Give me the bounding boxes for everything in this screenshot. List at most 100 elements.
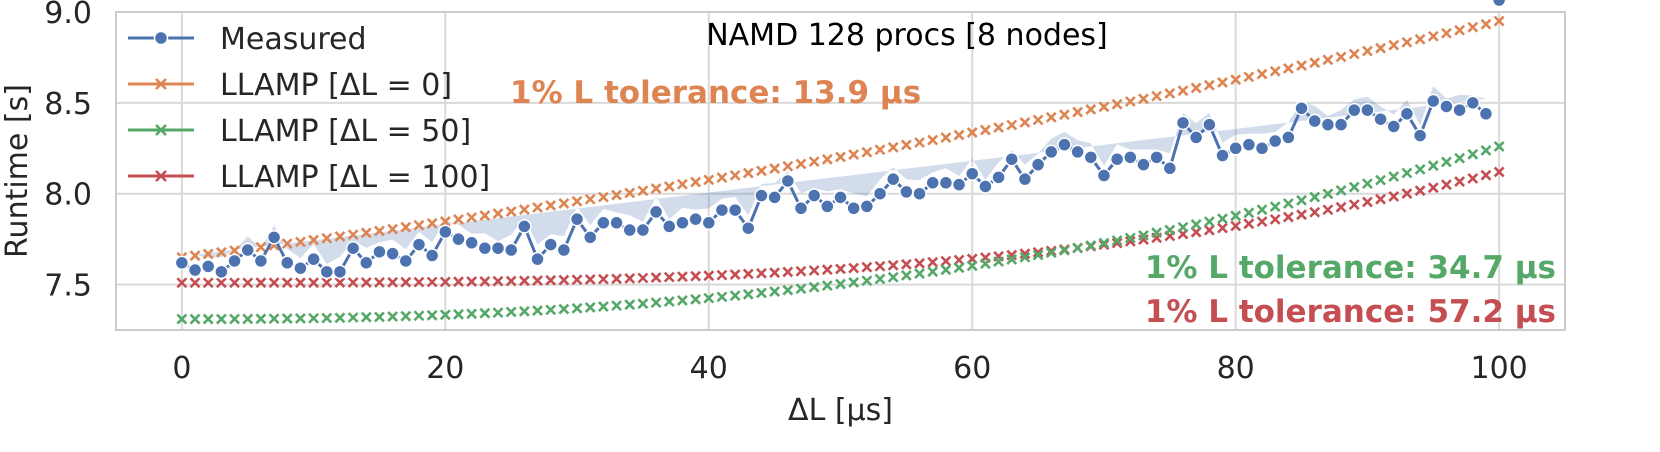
- measured-point: [951, 177, 967, 192]
- measured-point: [385, 246, 400, 261]
- llamp-point: [993, 256, 1004, 268]
- measured-point: [530, 251, 545, 267]
- llamp-point: [597, 191, 609, 203]
- confidence-band-layer: [181, 86, 1486, 264]
- legend-label: LLAMP [ΔL = 50]: [220, 114, 471, 149]
- llamp-point: [1441, 27, 1452, 39]
- llamp-point: [215, 277, 227, 289]
- llamp-point: [624, 299, 636, 311]
- measured-point: [1478, 106, 1494, 122]
- llamp-point: [1361, 196, 1373, 208]
- llamp-point: [1401, 167, 1413, 179]
- llamp-point: [268, 277, 280, 289]
- llamp-point: [413, 310, 425, 322]
- llamp-point: [1151, 227, 1163, 239]
- llamp-point: [1098, 101, 1110, 113]
- measured-point: [938, 175, 954, 191]
- llamp-point: [1480, 169, 1492, 181]
- llamp-point: [1111, 98, 1123, 110]
- llamp-point: [756, 267, 767, 279]
- llamp-point: [400, 310, 412, 322]
- measured-point: [1320, 117, 1336, 132]
- llamp-point: [584, 193, 596, 205]
- measured-point: [240, 242, 255, 258]
- llamp-point: [1361, 178, 1373, 190]
- llamp-point: [914, 268, 925, 280]
- llamp-point: [677, 271, 688, 283]
- llamp-point: [400, 276, 412, 288]
- legend-marker: [155, 124, 167, 136]
- llamp-point: [650, 272, 662, 284]
- llamp-point: [927, 266, 939, 278]
- llamp-point: [848, 262, 860, 274]
- measured-point: [1188, 130, 1204, 145]
- measured-point: [1386, 119, 1402, 134]
- measured-point: [767, 190, 782, 205]
- measured-point: [319, 264, 335, 280]
- llamp-point: [1401, 36, 1413, 48]
- measured-point: [1004, 151, 1019, 167]
- llamp-point: [1335, 51, 1347, 63]
- llamp-point: [1085, 104, 1097, 115]
- llamp-point: [1203, 224, 1215, 236]
- llamp-point: [281, 313, 293, 324]
- llamp-point: [979, 258, 991, 270]
- x-tick-label: 60: [953, 351, 991, 386]
- llamp-point: [1322, 204, 1334, 216]
- llamp-point: [769, 163, 781, 174]
- llamp-point: [387, 276, 399, 288]
- llamp-point: [439, 276, 451, 288]
- llamp-point: [202, 248, 214, 260]
- llamp-point: [716, 172, 728, 184]
- llamp-point: [914, 137, 925, 148]
- llamp-point: [215, 313, 227, 325]
- llamp-point: [360, 311, 372, 323]
- llamp-point: [1217, 222, 1228, 234]
- llamp-point: [308, 234, 320, 246]
- llamp-point: [518, 204, 530, 215]
- plot-area: [115, 11, 1566, 331]
- llamp-point: [729, 269, 741, 280]
- llamp-point: [387, 223, 399, 235]
- measured-point: [1426, 93, 1441, 109]
- llamp-point: [360, 227, 372, 239]
- llamp-point: [756, 165, 767, 177]
- measured-point: [701, 215, 717, 231]
- llamp-point: [1256, 68, 1268, 80]
- llamp-point: [1045, 247, 1057, 259]
- llamp-point: [545, 200, 557, 211]
- llamp-point: [953, 262, 965, 274]
- llamp-point: [1269, 213, 1281, 225]
- llamp-point: [1454, 152, 1466, 164]
- llamp-point: [874, 260, 886, 272]
- measured-point: [517, 219, 532, 234]
- llamp-point: [795, 158, 807, 170]
- measured-confidence-band: [181, 86, 1486, 264]
- llamp-point: [584, 274, 596, 285]
- llamp-point: [492, 275, 504, 287]
- llamp-point: [229, 245, 240, 257]
- llamp-point: [624, 272, 636, 284]
- measured-point: [978, 179, 993, 194]
- llamp-point: [808, 265, 820, 276]
- llamp-point: [887, 271, 899, 283]
- measured-point: [1241, 137, 1257, 152]
- measured-point: [1281, 130, 1296, 145]
- measured-point: [1412, 128, 1428, 143]
- measured-point: [912, 186, 927, 201]
- llamp-point: [558, 197, 570, 209]
- llamp-point: [940, 264, 952, 276]
- llamp-point: [1427, 160, 1439, 172]
- tolerance-annotation-red: 1% L tolerance: 57.2 μs: [1145, 294, 1556, 330]
- llamp-point: [1427, 182, 1439, 194]
- x-tick-label: 80: [1217, 351, 1255, 386]
- measured-point: [1399, 106, 1415, 122]
- llamp-point: [1493, 166, 1505, 178]
- llamp-point: [453, 308, 464, 320]
- llamp-point: [1414, 185, 1426, 197]
- llamp-point: [1032, 249, 1044, 261]
- llamp-point: [229, 277, 240, 289]
- llamp-point: [479, 210, 491, 221]
- llamp-point: [479, 275, 491, 287]
- llamp-point: [900, 258, 912, 270]
